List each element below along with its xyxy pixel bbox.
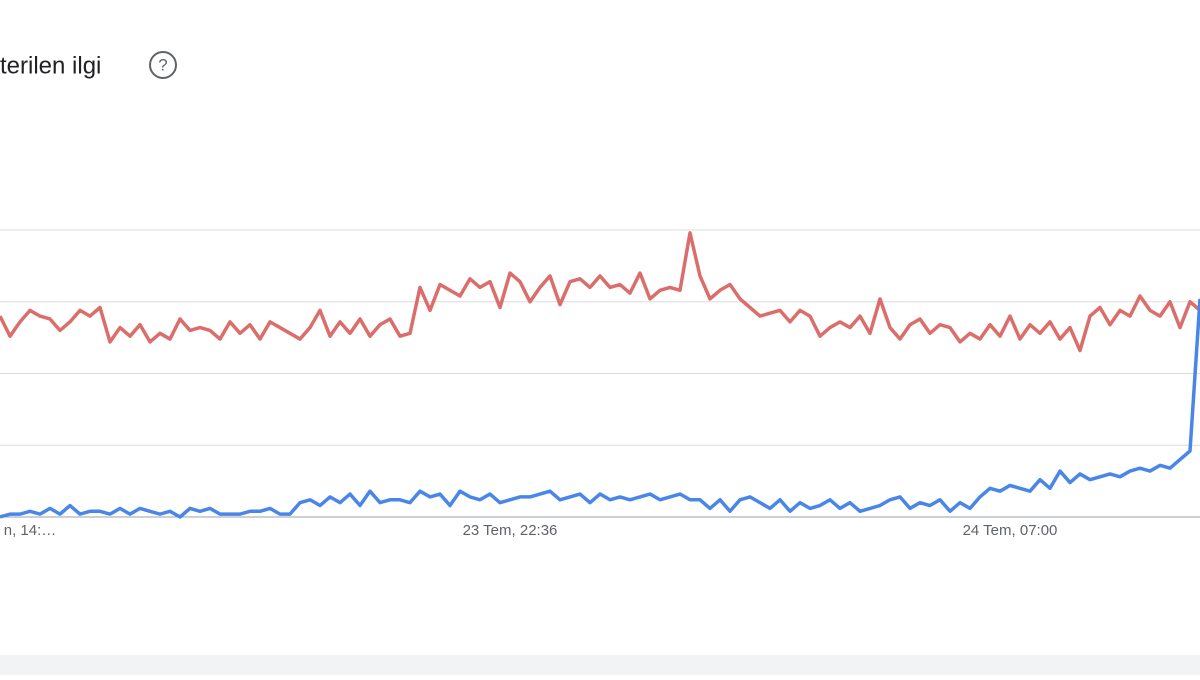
footer-strip — [0, 655, 1200, 675]
series-line — [0, 231, 1200, 353]
x-tick-label: n, 14:… — [4, 522, 57, 539]
svg-text:?: ? — [158, 55, 167, 74]
series-line — [0, 298, 1200, 519]
x-tick-label: 23 Tem, 22:36 — [463, 522, 558, 539]
help-icon[interactable]: ? — [149, 51, 177, 79]
chart-title: terilen ilgi — [0, 52, 101, 79]
x-tick-label: 24 Tem, 07:00 — [963, 522, 1058, 539]
